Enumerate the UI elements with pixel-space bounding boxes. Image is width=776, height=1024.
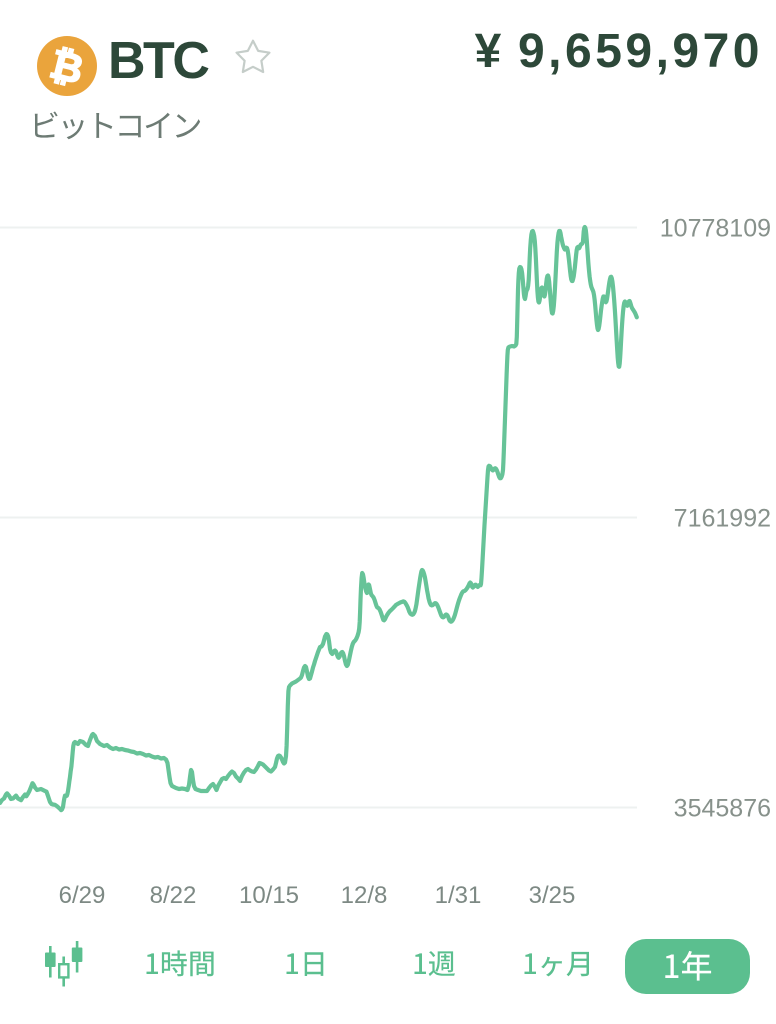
svg-text:8/22: 8/22: [150, 882, 197, 909]
svg-text:3/25: 3/25: [529, 882, 576, 909]
svg-text:6/29: 6/29: [59, 882, 106, 909]
svg-text:7161992: 7161992: [674, 505, 771, 533]
svg-text:3545876: 3545876: [674, 795, 771, 823]
svg-text:12/8: 12/8: [341, 882, 388, 909]
svg-text:1/31: 1/31: [435, 882, 482, 909]
svg-text:10778109: 10778109: [660, 215, 771, 243]
svg-text:10/15: 10/15: [239, 882, 299, 909]
